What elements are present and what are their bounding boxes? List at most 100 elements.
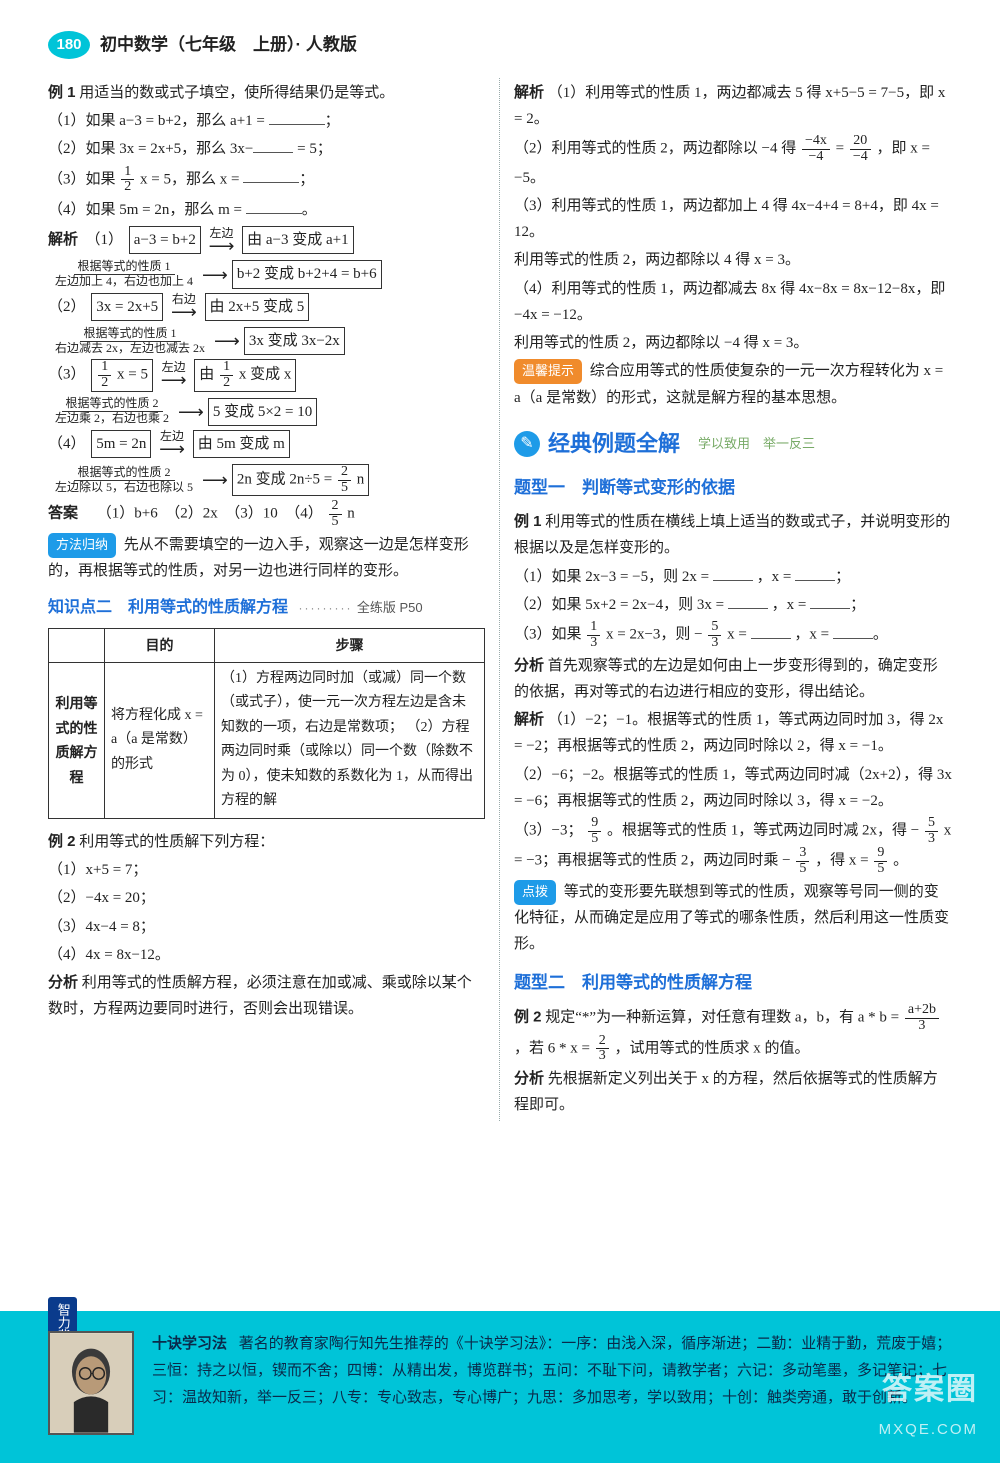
section-banner: ✎ 经典例题全解 学以致用 举一反三	[514, 425, 952, 464]
derivation-2a: （2） 3x = 2x+5 右边⟶ 由 2x+5 变成 5	[48, 292, 485, 322]
rule-arrow: 根据等式的性质 2 左边除以 5，右边也除以 5	[51, 466, 197, 495]
main-columns: 例 1 用适当的数或式子填空，使所得结果仍是等式。 （1）如果 a−3 = b+…	[48, 78, 952, 1121]
t1-item-1: （1）如果 2x−3 = −5，则 2x = ，x = ；	[514, 564, 952, 590]
example-2-label: 例 2	[48, 833, 76, 850]
section-title: 经典例题全解	[548, 425, 680, 464]
method-pill: 方法归纳	[48, 533, 116, 558]
ex1-item-3: （3）如果 12 x = 5，那么 x = ；	[48, 165, 485, 195]
ex2-analysis: 分析 利用等式的性质解方程，必须注意在加或减、乘或除以某个数时，方程两边要同时进…	[48, 970, 485, 1023]
type1-sol1: 解析 （1）−2；−1。根据等式的性质 1，等式两边同时加 3，得 2x = −…	[514, 707, 952, 760]
arrow-icon: 左边⟶	[161, 361, 187, 389]
page-title: 初中数学（七年级 上册）· 人教版	[100, 30, 357, 60]
ex2-item: （3）4x−4 = 8；	[48, 914, 485, 940]
derivation-4b: 根据等式的性质 2 左边除以 5，右边也除以 5 ⟶ 2n 变成 2n÷5 = …	[48, 463, 485, 497]
ex1-item-4: （4）如果 5m = 2n，那么 m = 。	[48, 197, 485, 223]
box: 由 a−3 变成 a+1	[242, 226, 354, 254]
blank	[728, 594, 768, 609]
type1-tip: 点拨 等式的变形要先联想到等式的性质，观察等号同一侧的变化特征，从而确定是应用了…	[514, 879, 952, 958]
sol-2: （2）利用等式的性质 2，两边都除以 −4 得 −4x−4 = 20−4 ，即 …	[514, 134, 952, 191]
blank	[253, 138, 293, 153]
method-note: 方法归纳 先从不需要填空的一边入手，观察这一边是怎样变形的，再根据等式的性质，对…	[48, 532, 485, 585]
footer-text: 十诀学习法 著名的教育家陶行知先生推荐的《十诀学习法》：一序：由浅入深，循序渐进…	[152, 1331, 952, 1412]
blank	[269, 110, 325, 125]
arrow-icon: ⟶	[214, 332, 240, 350]
page-number-badge: 180	[48, 31, 90, 59]
footer-title: 十诀学习法	[152, 1336, 227, 1352]
ex-label: 例 2	[514, 1009, 542, 1026]
page-header: 180 初中数学（七年级 上册）· 人教版	[48, 30, 952, 60]
box: 由 12 x 变成 x	[194, 359, 296, 391]
watermark-line2: MXQE.COM	[879, 1417, 978, 1443]
example-1-prompt: 用适当的数或式子填空，使所得结果仍是等式。	[79, 85, 394, 101]
blank	[243, 168, 299, 183]
sol-4: （4）利用等式的性质 1，两边都减去 8x 得 4x−8x = 8x−12−8x…	[514, 276, 952, 329]
section-icon: ✎	[514, 431, 540, 457]
derivation-3a: （3） 12 x = 5 左边⟶ 由 12 x 变成 x	[48, 358, 485, 392]
analysis-label: 解析 （1） a−3 = b+2 左边⟶ 由 a−3 变成 a+1	[48, 225, 485, 255]
ex-label: 例 1	[514, 513, 542, 530]
box: b+2 变成 b+2+4 = b+6	[232, 260, 382, 288]
th-steps: 步骤	[215, 629, 485, 663]
fraction-5-3: 53	[708, 620, 721, 650]
example-2-prompt: 利用等式的性质解下列方程：	[79, 834, 274, 850]
th-purpose: 目的	[105, 629, 215, 663]
derivation-3b: 根据等式的性质 2 左边乘 2，右边也乘 2 ⟶ 5 变成 5×2 = 10	[48, 397, 485, 427]
cross-ref: 全练版 P50	[357, 600, 423, 615]
blank	[833, 624, 873, 639]
fraction-2-3: 23	[596, 1034, 609, 1064]
box: 由 2x+5 变成 5	[205, 293, 310, 321]
blank	[810, 594, 850, 609]
type2-title: 题型二 利用等式的性质解方程	[514, 968, 952, 998]
analysis-label: 分析	[48, 974, 78, 991]
box: 5m = 2n	[91, 430, 151, 458]
fraction-9-5: 95	[874, 846, 887, 876]
steps-table: 目的 步骤 利用等式的性质解方程 将方程化成 x = a（a 是常数）的形式 （…	[48, 628, 485, 819]
type2-ex2: 例 2 规定“*”为一种新运算，对任意有理数 a，b，有 a * b = a+2…	[514, 1003, 952, 1064]
tip-pill: 点拨	[514, 880, 556, 905]
type1-ex1: 例 1 利用等式的性质在横线上填上适当的数或式子，并说明变形的根据以及是怎样变形…	[514, 509, 952, 562]
arrow-icon: 左边⟶	[159, 430, 185, 458]
blank	[246, 199, 302, 214]
section-subtitle: 学以致用 举一反三	[698, 433, 815, 456]
rule-arrow: 根据等式的性质 1 右边减去 2x，左边也减去 2x	[51, 327, 209, 356]
type1-analysis: 分析 首先观察等式的左边是如何由上一步变形得到的，确定变形的依据，再对等式的右边…	[514, 653, 952, 706]
box: 5 变成 5×2 = 10	[208, 398, 317, 426]
blank	[751, 624, 791, 639]
ex1-item-2: （2）如果 3x = 2x+5，那么 3x− = 5；	[48, 136, 485, 162]
analysis-label: 分析	[514, 1070, 544, 1087]
fraction: 20−4	[850, 134, 871, 164]
fraction-2-5: 25	[329, 499, 342, 529]
box: 3x = 2x+5	[91, 293, 163, 321]
example-2-heading: 例 2 利用等式的性质解下列方程：	[48, 829, 485, 855]
arrow-icon: ⟶	[178, 403, 204, 421]
rule-arrow: 根据等式的性质 1 左边加上 4，右边也加上 4	[51, 260, 197, 289]
fraction-1-3: 13	[587, 620, 600, 650]
arrow-icon: ⟶	[202, 266, 228, 284]
box: 2n 变成 2n÷5 = 25 n	[232, 464, 369, 496]
box: 由 5m 变成 m	[193, 430, 290, 458]
cell-purpose: 将方程化成 x = a（a 是常数）的形式	[105, 662, 215, 818]
sol-3: （3）利用等式的性质 1，两边都加上 4 得 4x−4+4 = 8+4，即 4x…	[514, 193, 952, 246]
example-1-heading: 例 1 用适当的数或式子填空，使所得结果仍是等式。	[48, 80, 485, 106]
box: 3x 变成 3x−2x	[244, 327, 345, 355]
footer-body: 著名的教育家陶行知先生推荐的《十诀学习法》：一序：由浅入深，循序渐进；二勤：业精…	[152, 1336, 951, 1406]
fraction-5-3: 53	[925, 816, 938, 846]
t1-item-2: （2）如果 5x+2 = 2x−4，则 3x = ，x = ；	[514, 592, 952, 618]
tip-pill: 温馨提示	[514, 359, 582, 384]
right-analysis: 解析 （1）利用等式的性质 1，两边都减去 5 得 x+5−5 = 7−5，即 …	[514, 80, 952, 133]
type1-title: 题型一 判断等式变形的依据	[514, 473, 952, 503]
portrait	[48, 1331, 134, 1435]
table-row: 目的 步骤	[49, 629, 485, 663]
sol-label: 解析	[514, 711, 544, 728]
analysis-label: 分析	[514, 657, 544, 674]
sol-3b: 利用等式的性质 2，两边都除以 4 得 x = 3。	[514, 247, 952, 273]
type1-sol2: （2）−6；−2。根据等式的性质 1，等式两边同时减（2x+2），得 3x = …	[514, 762, 952, 815]
dots-icon: ·········	[298, 601, 352, 615]
type1-sol3: （3）−3； 95 。根据等式的性质 1，等式两边同时减 2x，得 − 53 x…	[514, 816, 952, 877]
fraction-9-5: 95	[588, 816, 601, 846]
knowledge-point-2-title: 知识点二 利用等式的性质解方程 ········· 全练版 P50	[48, 594, 485, 622]
left-column: 例 1 用适当的数或式子填空，使所得结果仍是等式。 （1）如果 a−3 = b+…	[48, 78, 500, 1121]
fraction-3-5: 35	[796, 846, 809, 876]
box: a−3 = b+2	[129, 226, 201, 254]
portrait-icon	[50, 1333, 132, 1433]
